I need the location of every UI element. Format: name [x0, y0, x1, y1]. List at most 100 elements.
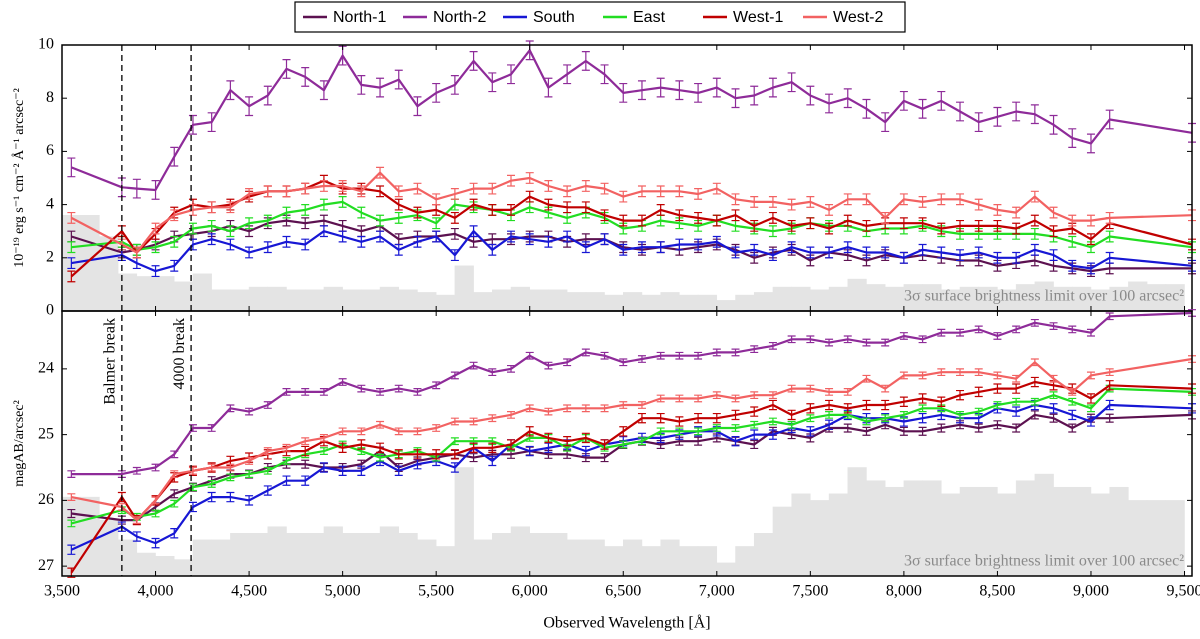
error-bar [806, 196, 815, 208]
limit-annotation: 3σ surface brightness limit over 100 arc… [904, 288, 1184, 305]
error-bar [731, 348, 740, 357]
y-tick-label: 10 [38, 36, 54, 53]
limit-bin [623, 292, 643, 312]
error-bar [432, 449, 441, 460]
error-bar [956, 411, 965, 419]
error-bar [1030, 410, 1039, 420]
error-bar [1049, 413, 1058, 423]
limit-bin [248, 533, 269, 577]
error-bar [357, 74, 366, 95]
error-bar [282, 387, 291, 396]
error-bar [712, 214, 721, 227]
plot-frame [61, 310, 1193, 577]
error-bar [656, 351, 665, 360]
error-bar [170, 489, 179, 499]
error-bar [319, 198, 328, 211]
error-bar [787, 72, 796, 93]
error-bar [432, 193, 441, 206]
error-bar [1049, 249, 1058, 262]
error-bar [544, 235, 553, 248]
limit-bin [155, 556, 175, 577]
error-bar [207, 463, 216, 472]
error-bar [301, 437, 310, 446]
error-bar [1068, 423, 1077, 433]
error-bar [806, 403, 815, 414]
series-line [71, 357, 1193, 522]
error-bar [544, 407, 553, 416]
limit-bin [361, 289, 381, 312]
error-bar [338, 378, 347, 386]
error-bar [731, 88, 740, 109]
panel: 3σ surface brightness limit over 100 arc… [61, 40, 1196, 312]
y-tick-label: 2 [46, 248, 54, 265]
error-bar [488, 204, 497, 216]
limit-bin [772, 286, 792, 312]
error-bar [956, 193, 965, 206]
error-bar [600, 351, 609, 360]
error-bar [1086, 214, 1095, 227]
limit-bin [660, 539, 680, 577]
error-bar [132, 531, 141, 542]
limit-bin [286, 533, 306, 577]
error-bar [432, 424, 441, 432]
error-bar [544, 77, 553, 98]
error-bar [600, 404, 609, 413]
error-bar [993, 371, 1002, 380]
error-bar [207, 424, 216, 432]
error-bar [394, 243, 403, 256]
error-bar [881, 399, 890, 411]
limit-bin [286, 289, 306, 312]
error-bar [394, 185, 403, 198]
error-bar [899, 217, 908, 230]
limit-bin [361, 533, 381, 577]
error-bar [787, 420, 796, 429]
error-bar [881, 112, 890, 133]
error-bar [843, 423, 852, 433]
error-bar [338, 465, 347, 476]
error-bar [750, 345, 759, 354]
error-bar [881, 414, 890, 423]
error-bar [413, 459, 422, 470]
error-bar [675, 80, 684, 101]
error-bar [581, 432, 590, 444]
error-bar [507, 411, 516, 419]
limit-bin [623, 539, 643, 577]
limit-bin [791, 286, 811, 312]
limit-bin [267, 526, 287, 577]
error-bar [525, 40, 534, 61]
error-bar [301, 387, 310, 396]
error-bar [843, 241, 852, 254]
error-bar [806, 246, 815, 259]
error-bar [376, 442, 385, 453]
limit-bin [211, 539, 231, 577]
error-bar [899, 90, 908, 111]
error-bar [675, 416, 684, 427]
error-bar [768, 429, 777, 440]
error-bar [67, 257, 76, 270]
limit-bin [866, 480, 886, 577]
error-bar [974, 368, 983, 377]
error-bar [1049, 206, 1058, 219]
error-bar [226, 473, 235, 482]
error-bar [712, 182, 721, 195]
error-bar [768, 196, 777, 208]
error-bar [1086, 133, 1095, 154]
error-bar [937, 423, 946, 433]
error-bar [1030, 358, 1039, 367]
error-bar [394, 449, 403, 460]
error-bar [450, 249, 459, 262]
error-bar [956, 368, 965, 377]
limit-bin [473, 292, 493, 312]
error-bar [563, 435, 572, 447]
error-bar [637, 412, 646, 424]
limit-bin [248, 286, 269, 312]
error-bar [450, 74, 459, 95]
error-bar [843, 335, 852, 344]
error-bar [226, 80, 235, 101]
error-bar [825, 387, 834, 396]
error-bar [1086, 233, 1095, 246]
error-bar [675, 185, 684, 198]
error-bar [413, 182, 422, 195]
error-bar [881, 338, 890, 347]
error-bar [712, 424, 721, 432]
